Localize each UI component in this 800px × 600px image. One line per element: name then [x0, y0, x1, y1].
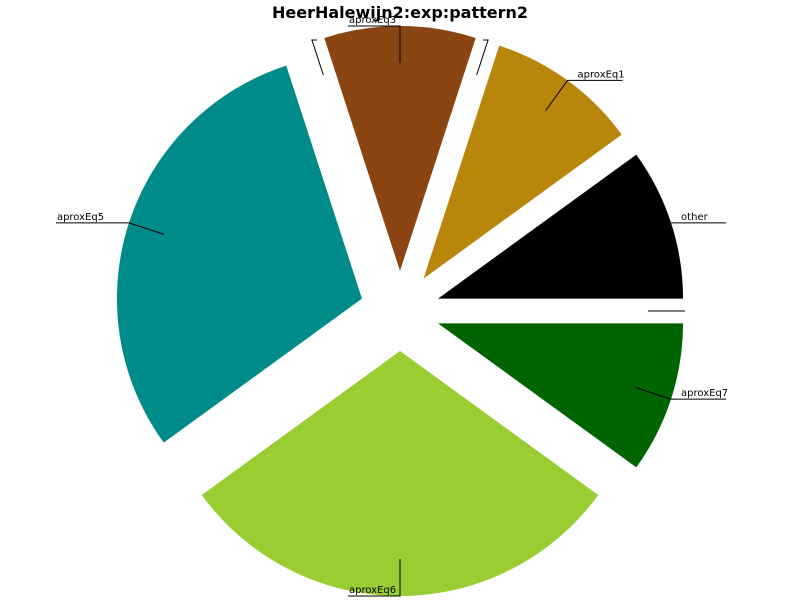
leader-line-aproxEq7 — [635, 387, 727, 400]
pie-slice-other — [438, 154, 684, 299]
leader-line-aproxEq6 — [348, 559, 401, 597]
slice-label-other: other — [681, 212, 709, 223]
pie-slice-aproxEq7 — [438, 323, 684, 468]
pie-slice-aproxEq6 — [201, 351, 599, 596]
pie-slice-aproxEq5 — [116, 65, 362, 443]
slice-label-aproxEq7: aproxEq7 — [681, 388, 728, 399]
slice-label-aproxEq1: aproxEq1 — [578, 69, 625, 80]
leader-line-aproxEq5 — [55, 222, 165, 235]
slice-label-aproxEq3: aproxEq3 — [349, 15, 396, 26]
leader-line-empty-2 — [476, 39, 489, 76]
pie-slice-aproxEq1 — [423, 45, 622, 279]
slice-label-aproxEq6: aproxEq6 — [349, 585, 396, 596]
slice-label-aproxEq5: aproxEq5 — [57, 212, 104, 223]
leader-line-empty-4 — [311, 39, 324, 76]
leader-line-aproxEq3 — [348, 25, 401, 63]
chart-title: HeerHalewijn2:exp:pattern2 — [271, 3, 528, 22]
pie-slice-aproxEq3 — [324, 26, 476, 271]
leader-line-aproxEq1 — [545, 79, 623, 111]
leader-line-other — [635, 222, 727, 235]
